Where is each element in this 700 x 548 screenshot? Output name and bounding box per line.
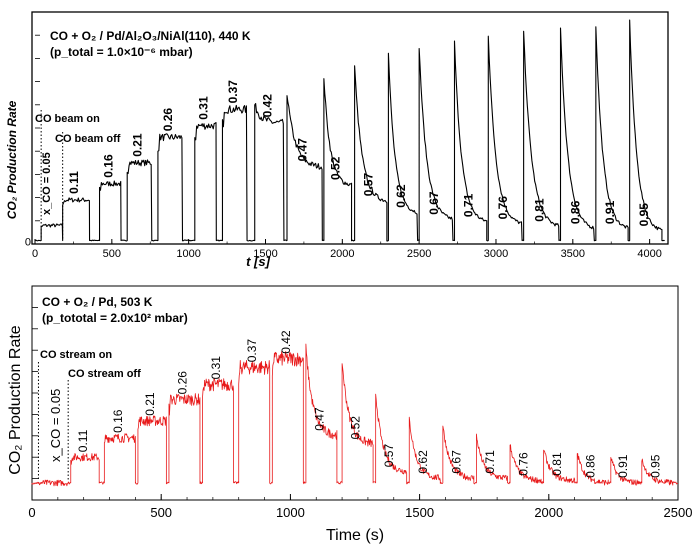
step-label: 0.95 — [637, 203, 651, 227]
top-x-axis-label: t [s] — [246, 254, 271, 269]
x-tick-label: 500 — [150, 505, 172, 520]
step-label: 0.47 — [296, 138, 310, 162]
step-label: 0.95 — [648, 454, 662, 478]
x-tick-label: 0 — [32, 248, 38, 260]
bottom-y-axis-label-text: CO₂ Production Rate — [7, 325, 24, 474]
bottom-y-axis-label: CO₂ Production Rate — [7, 325, 24, 474]
bottom-chart-title: CO + O₂ / Pd, 503 K — [42, 295, 153, 309]
step-label: 0.71 — [483, 450, 497, 474]
bottom-annotation-xco: x_CO = 0.05 — [48, 389, 63, 462]
step-label: 0.67 — [449, 450, 463, 474]
step-label: 0.37 — [226, 80, 240, 104]
x-tick-label: 2500 — [407, 248, 431, 260]
x-tick-label: 1500 — [405, 505, 434, 520]
x-tick-label: 500 — [103, 248, 121, 260]
step-label: 0.86 — [584, 454, 598, 478]
bottom-x-axis-label: Time (s) — [326, 527, 384, 544]
step-label: 0.91 — [603, 200, 617, 224]
x-tick-label: 1500 — [253, 248, 277, 260]
step-label: 0.62 — [394, 184, 408, 208]
step-label: 0.57 — [362, 173, 376, 197]
top-annotation-xco: x_CO = 0.05 — [41, 152, 53, 215]
step-label: 0.26 — [176, 371, 190, 395]
step-label: 0.57 — [382, 444, 396, 468]
step-label: 0.81 — [532, 198, 546, 222]
top-y-axis-label: CO₂ Production Rate — [5, 100, 19, 219]
step-label: 0.62 — [416, 450, 430, 474]
step-label: 0.86 — [568, 200, 582, 224]
top-annotation-xco-text: x_CO = 0.05 — [41, 152, 53, 215]
series-line — [34, 19, 665, 242]
x-tick-label: 3000 — [484, 248, 508, 260]
step-label: 0.26 — [161, 108, 175, 132]
top-plot-frame — [31, 11, 669, 245]
bottom-annotation-stream-off: CO stream off — [68, 368, 141, 380]
step-label: 0.81 — [550, 452, 564, 476]
step-label: 0.16 — [101, 154, 115, 178]
x-tick-label: 2500 — [664, 505, 693, 520]
bottom-chart: CO₂ Production Rate CO + O₂ / Pd, 503 K … — [7, 285, 693, 544]
top-chart: CO₂ Production Rate CO + O₂ / Pd/Al₂O₃/N… — [5, 11, 669, 269]
bottom-annotation-xco-text: x_CO = 0.05 — [48, 389, 63, 462]
step-label: 0.21 — [143, 392, 157, 416]
step-label: 0.11 — [76, 429, 90, 452]
step-label: 0.11 — [67, 171, 81, 194]
step-label: 0.16 — [111, 409, 125, 433]
x-tick-label: 4000 — [637, 248, 661, 260]
top-annotation-beam-off: CO beam off — [55, 133, 121, 145]
step-label: 0.91 — [616, 454, 630, 478]
step-label: 0.42 — [260, 94, 274, 118]
top-chart-subtitle: (p_total = 1.0×10⁻⁶ mbar) — [50, 45, 193, 59]
step-label: 0.71 — [462, 193, 476, 217]
step-label: 0.52 — [349, 416, 363, 440]
x-tick-label: 3500 — [561, 248, 585, 260]
step-label: 0.31 — [197, 96, 211, 120]
x-tick-label: 2000 — [534, 505, 563, 520]
step-label: 0.42 — [279, 330, 293, 354]
step-label: 0.47 — [312, 407, 326, 431]
bottom-annotation-stream-on: CO stream on — [40, 349, 112, 361]
step-label: 0.67 — [427, 191, 441, 215]
step-label: 0.37 — [245, 339, 259, 363]
step-label: 0.31 — [209, 356, 223, 380]
y-tick-label: 0 — [25, 237, 31, 249]
step-label: 0.76 — [517, 452, 531, 476]
x-tick-label: 2000 — [330, 248, 354, 260]
step-label: 0.52 — [329, 156, 343, 180]
top-chart-title: CO + O₂ / Pd/Al₂O₃/NiAl(110), 440 K — [50, 29, 251, 43]
series-line — [31, 343, 679, 487]
step-label: 0.76 — [496, 196, 510, 220]
step-label: 0.21 — [131, 133, 145, 157]
x-tick-label: 1000 — [276, 505, 305, 520]
x-tick-label: 0 — [28, 505, 35, 520]
top-annotation-beam-on: CO beam on — [35, 113, 100, 125]
top-y-axis-label-text: CO₂ Production Rate — [5, 100, 19, 219]
bottom-chart-subtitle: (p_tototal = 2.0x10² mbar) — [42, 311, 188, 325]
x-tick-label: 1000 — [176, 248, 200, 260]
